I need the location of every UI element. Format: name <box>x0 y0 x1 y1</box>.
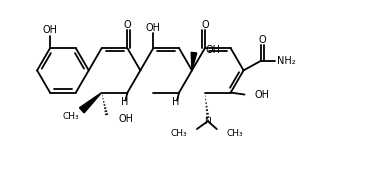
Text: OH: OH <box>119 114 134 124</box>
Text: H: H <box>172 97 180 108</box>
Text: CH₃: CH₃ <box>170 130 187 138</box>
Text: OH: OH <box>43 25 57 36</box>
Text: OH: OH <box>254 90 269 100</box>
Text: CH₃: CH₃ <box>62 112 79 121</box>
Text: O: O <box>123 19 131 30</box>
Text: OH: OH <box>146 24 161 33</box>
Text: NH₂: NH₂ <box>277 56 296 66</box>
Polygon shape <box>191 52 197 70</box>
Text: N: N <box>204 117 211 126</box>
Text: OH: OH <box>206 45 221 55</box>
Text: H: H <box>121 97 128 108</box>
Text: CH₃: CH₃ <box>227 130 243 138</box>
Text: O: O <box>258 35 266 45</box>
Text: O: O <box>201 19 209 30</box>
Polygon shape <box>79 93 101 113</box>
